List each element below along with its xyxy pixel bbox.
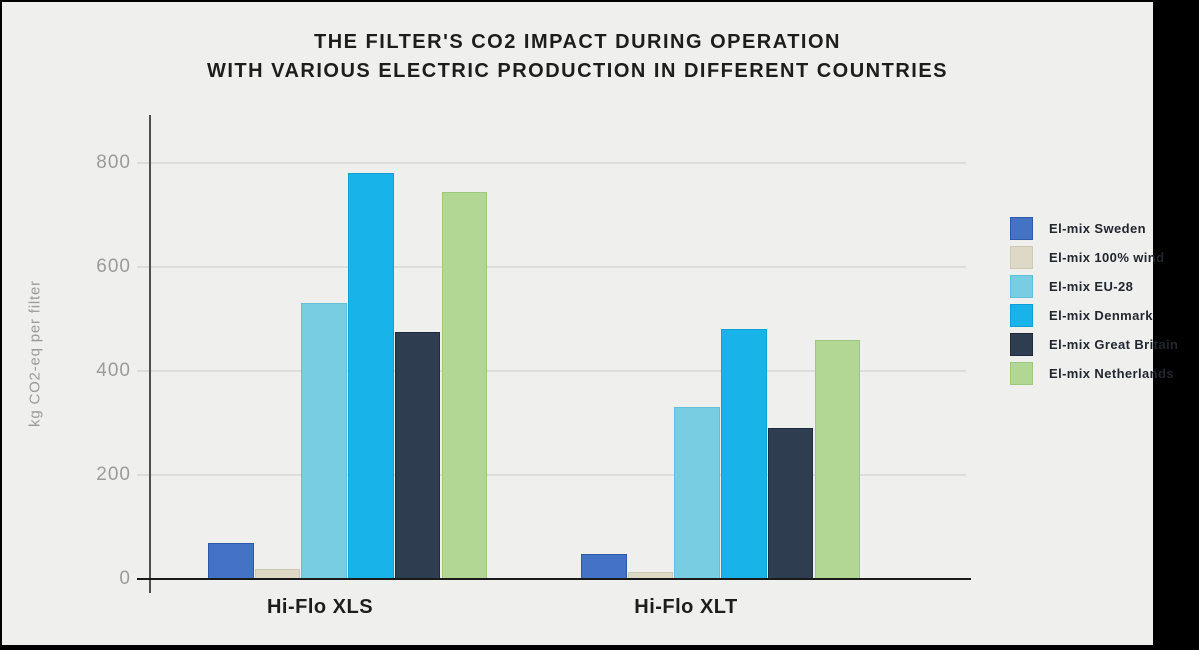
- chart-title: THE FILTER'S CO2 IMPACT DURING OPERATION…: [2, 28, 1153, 86]
- bar-hi-flo-xlt-el-mix-sweden: [581, 554, 627, 579]
- legend-swatch-el-mix-100-wind: [1010, 245, 1033, 269]
- chart-canvas: THE FILTER'S CO2 IMPACT DURING OPERATION…: [2, 2, 1178, 645]
- legend-label-el-mix-denmark: El-mix Denmark: [1049, 307, 1153, 323]
- gridline-y-200: [137, 474, 966, 476]
- bar-hi-flo-xls-el-mix-great-britain: [394, 332, 441, 579]
- bar-hi-flo-xls-el-mix-sweden: [208, 542, 254, 579]
- legend-item-el-mix-netherlands: El-mix Netherlands: [1010, 361, 1174, 385]
- legend-item-el-mix-sweden: El-mix Sweden: [1010, 216, 1146, 240]
- chart-title-line-2: WITH VARIOUS ELECTRIC PRODUCTION IN DIFF…: [206, 60, 948, 82]
- y-tick-label-800: 800: [96, 152, 131, 173]
- legend-item-el-mix-great-britain: El-mix Great Britain: [1010, 332, 1178, 356]
- bar-hi-flo-xls-el-mix-denmark: [348, 173, 394, 579]
- legend-swatch-el-mix-sweden: [1010, 216, 1033, 240]
- legend-label-el-mix-great-britain: El-mix Great Britain: [1049, 336, 1179, 352]
- gridline-y-400: [137, 370, 966, 372]
- legend-swatch-el-mix-eu-28: [1010, 274, 1033, 298]
- legend-item-el-mix-eu-28: El-mix EU-28: [1010, 274, 1133, 298]
- bar-hi-flo-xlt-el-mix-denmark: [721, 329, 767, 579]
- legend-swatch-el-mix-netherlands: [1010, 361, 1033, 385]
- bar-hi-flo-xls-el-mix-eu-28: [301, 303, 348, 579]
- y-tick-label-400: 400: [96, 360, 131, 381]
- gridline-y-800: [137, 162, 966, 164]
- legend-item-el-mix-denmark: El-mix Denmark: [1010, 303, 1153, 327]
- bar-hi-flo-xlt-el-mix-eu-28: [674, 407, 721, 579]
- bar-hi-flo-xls-el-mix-netherlands: [441, 191, 488, 579]
- category-label-hi-flo-xlt: Hi-Flo XLT: [634, 596, 738, 618]
- legend-label-el-mix-sweden: El-mix Sweden: [1049, 220, 1146, 236]
- legend-item-el-mix-100-wind: El-mix 100% wind: [1010, 245, 1165, 269]
- bar-hi-flo-xlt-el-mix-netherlands: [814, 339, 861, 579]
- x-axis-line: [137, 578, 971, 580]
- y-axis-title: kg CO2-eq per filter: [26, 280, 44, 427]
- legend-label-el-mix-netherlands: El-mix Netherlands: [1049, 365, 1174, 381]
- y-tick-label-200: 200: [96, 464, 131, 485]
- legend-swatch-el-mix-great-britain: [1010, 332, 1033, 356]
- gridline-y-600: [137, 266, 966, 268]
- chart-title-line-1: THE FILTER'S CO2 IMPACT DURING OPERATION: [314, 31, 841, 53]
- y-axis-line: [149, 115, 151, 593]
- y-tick-label-0: 0: [119, 568, 131, 589]
- category-label-hi-flo-xls: Hi-Flo XLS: [266, 596, 374, 618]
- legend-swatch-el-mix-denmark: [1010, 303, 1033, 327]
- bar-hi-flo-xlt-el-mix-great-britain: [767, 428, 814, 579]
- legend-label-el-mix-eu-28: El-mix EU-28: [1049, 278, 1134, 294]
- y-tick-label-600: 600: [96, 256, 131, 277]
- legend-label-el-mix-100-wind: El-mix 100% wind: [1049, 249, 1165, 265]
